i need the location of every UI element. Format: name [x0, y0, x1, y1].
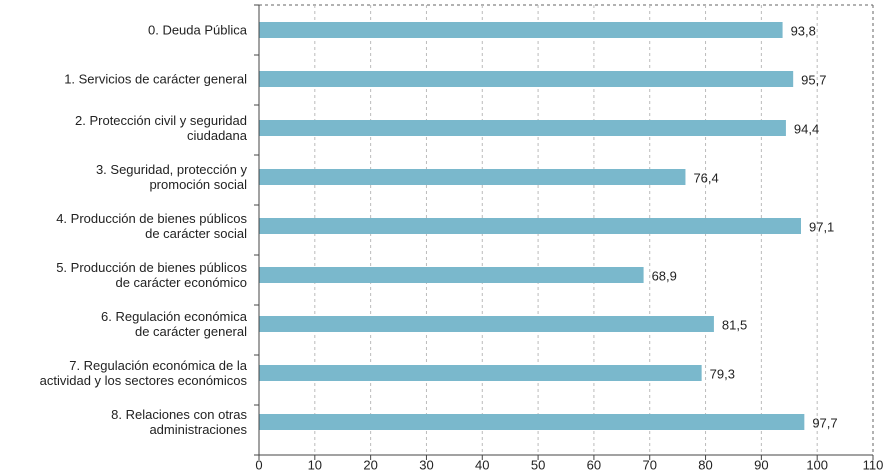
y-tick-label: 3. Seguridad, protección y promoción soc…	[95, 162, 247, 192]
y-tick-label: 2. Protección civil y seguridad ciudadan…	[75, 113, 247, 143]
value-label: 79,3	[710, 366, 735, 381]
x-tick-label: 50	[531, 457, 545, 472]
y-tick-label: 8. Relaciones con otras administraciones	[111, 407, 247, 437]
bar	[259, 267, 644, 283]
bar	[259, 169, 686, 185]
x-tick-label: 30	[419, 457, 433, 472]
bar	[259, 218, 801, 234]
value-label: 97,7	[812, 415, 837, 430]
x-tick-label: 0	[255, 457, 262, 472]
y-tick-label: 0. Deuda Pública	[147, 22, 247, 38]
y-tick-label: 4. Producción de bienes públicos de cará…	[56, 211, 247, 241]
x-tick-label: 10	[308, 457, 322, 472]
x-tick-label: 100	[806, 457, 828, 472]
bar	[259, 365, 702, 381]
x-tick-label: 40	[475, 457, 489, 472]
x-tick-label: 20	[363, 457, 377, 472]
value-label: 76,4	[693, 170, 718, 185]
y-tick-label: 1. Servicios de carácter general	[64, 71, 247, 87]
x-tick-label: 80	[698, 457, 712, 472]
y-tick-label: 7. Regulación económica de la actividad …	[39, 358, 247, 388]
y-tick-label: 5. Producción de bienes públicos de cará…	[56, 260, 247, 290]
x-tick-label: 70	[642, 457, 656, 472]
value-label: 97,1	[809, 219, 834, 234]
x-tick-label: 60	[587, 457, 601, 472]
bar	[259, 71, 794, 87]
value-label: 95,7	[801, 72, 826, 87]
x-tick-label: 110	[863, 457, 884, 472]
y-tick-label: 6. Regulación económica de carácter gene…	[101, 309, 247, 339]
bar	[259, 316, 714, 332]
value-label: 68,9	[652, 268, 677, 283]
value-label: 93,8	[791, 23, 816, 38]
x-tick-label: 90	[754, 457, 768, 472]
bar	[259, 414, 805, 430]
value-label: 81,5	[722, 317, 747, 332]
bar	[259, 120, 786, 136]
value-label: 94,4	[794, 121, 819, 136]
bar	[259, 22, 783, 38]
